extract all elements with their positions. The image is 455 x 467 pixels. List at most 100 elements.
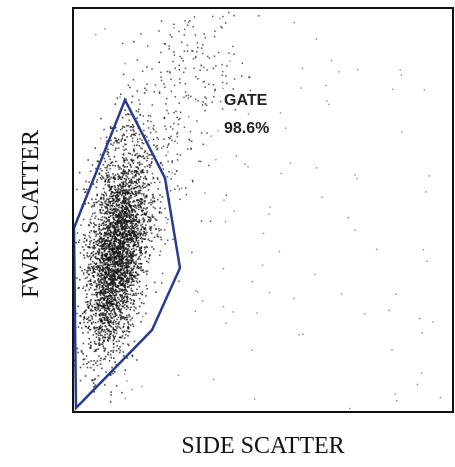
event-dot [136, 236, 139, 238]
event-dot [107, 283, 109, 285]
event-dot [137, 172, 140, 175]
event-dot [133, 300, 136, 302]
event-dot [125, 239, 128, 241]
event-dot [151, 161, 153, 163]
event-dot [168, 171, 170, 173]
event-dot [194, 56, 197, 59]
event-dot [102, 314, 105, 317]
event-dot [116, 197, 118, 200]
event-dot [174, 140, 176, 142]
event-dot [102, 283, 105, 285]
event-dot [112, 265, 114, 268]
event-dot [130, 253, 132, 255]
event-dot [211, 101, 213, 103]
event-dot [115, 250, 118, 253]
event-dot [121, 267, 124, 269]
event-dot [106, 198, 108, 200]
event-dot [117, 301, 120, 304]
event-dot [119, 314, 121, 316]
event-dot [138, 220, 141, 223]
event-dot [137, 204, 140, 206]
event-dot [300, 87, 302, 89]
event-dot [88, 273, 90, 276]
event-dot [212, 67, 215, 69]
event-dot [133, 133, 135, 135]
event-dot [100, 357, 102, 360]
event-dot [110, 161, 113, 164]
event-dot [126, 281, 129, 283]
event-dot [119, 300, 122, 302]
event-dot [130, 235, 132, 237]
event-dot [125, 230, 127, 232]
event-dot [133, 175, 136, 177]
event-dot [221, 70, 224, 73]
event-dot [124, 217, 127, 220]
event-dot [117, 260, 120, 263]
event-dot [96, 286, 98, 289]
event-dot [102, 302, 104, 305]
event-dot [132, 225, 134, 228]
event-dot [104, 255, 106, 257]
event-dot [183, 96, 185, 99]
event-dot [106, 266, 109, 269]
event-dot [221, 81, 224, 84]
event-dot [137, 167, 140, 170]
event-dot [99, 267, 101, 269]
event-dot [140, 251, 142, 253]
event-dot [121, 210, 124, 213]
event-dot [114, 257, 116, 260]
event-dot [114, 312, 116, 315]
event-dot [133, 306, 136, 308]
event-dot [115, 258, 118, 260]
event-dot [145, 212, 148, 215]
event-dot [148, 154, 150, 156]
event-dot [158, 30, 160, 32]
event-dot [116, 254, 118, 257]
event-dot [114, 371, 116, 373]
event-dot [185, 187, 187, 189]
event-dot [115, 223, 117, 226]
event-dot [140, 172, 142, 174]
event-dot [124, 282, 127, 285]
event-dot [171, 161, 173, 164]
event-dot [120, 220, 123, 223]
event-dot [116, 302, 118, 304]
event-dot [104, 28, 106, 30]
event-dot [123, 139, 126, 141]
event-dot [141, 223, 144, 225]
event-dot [103, 240, 105, 242]
event-dot [122, 251, 124, 253]
event-dot [104, 245, 106, 247]
event-dot [115, 130, 118, 132]
event-dot [181, 41, 183, 43]
event-dot [85, 285, 88, 287]
event-dot [87, 316, 90, 318]
event-dot [101, 367, 103, 370]
event-dot [139, 178, 141, 181]
event-dot [108, 176, 110, 178]
event-dot [105, 169, 108, 171]
event-dot [118, 259, 120, 261]
event-dot [112, 235, 115, 237]
event-dot [112, 144, 114, 146]
event-dot [105, 326, 107, 328]
event-dot [134, 233, 136, 236]
event-dot [122, 316, 125, 318]
event-dot [110, 391, 112, 393]
event-dot [135, 223, 137, 225]
event-dot [125, 220, 127, 222]
event-dot [129, 232, 131, 234]
event-dot [108, 278, 110, 280]
event-dot [175, 170, 178, 172]
event-dot [105, 217, 108, 220]
event-dot [121, 42, 124, 45]
event-dot [176, 133, 178, 135]
event-dot [91, 293, 93, 296]
event-dot [101, 202, 104, 204]
event-dot [116, 194, 119, 196]
event-dot [132, 176, 135, 179]
event-dot [102, 267, 104, 269]
event-dot [107, 246, 110, 249]
event-dot [82, 274, 85, 276]
event-dot [100, 272, 103, 275]
